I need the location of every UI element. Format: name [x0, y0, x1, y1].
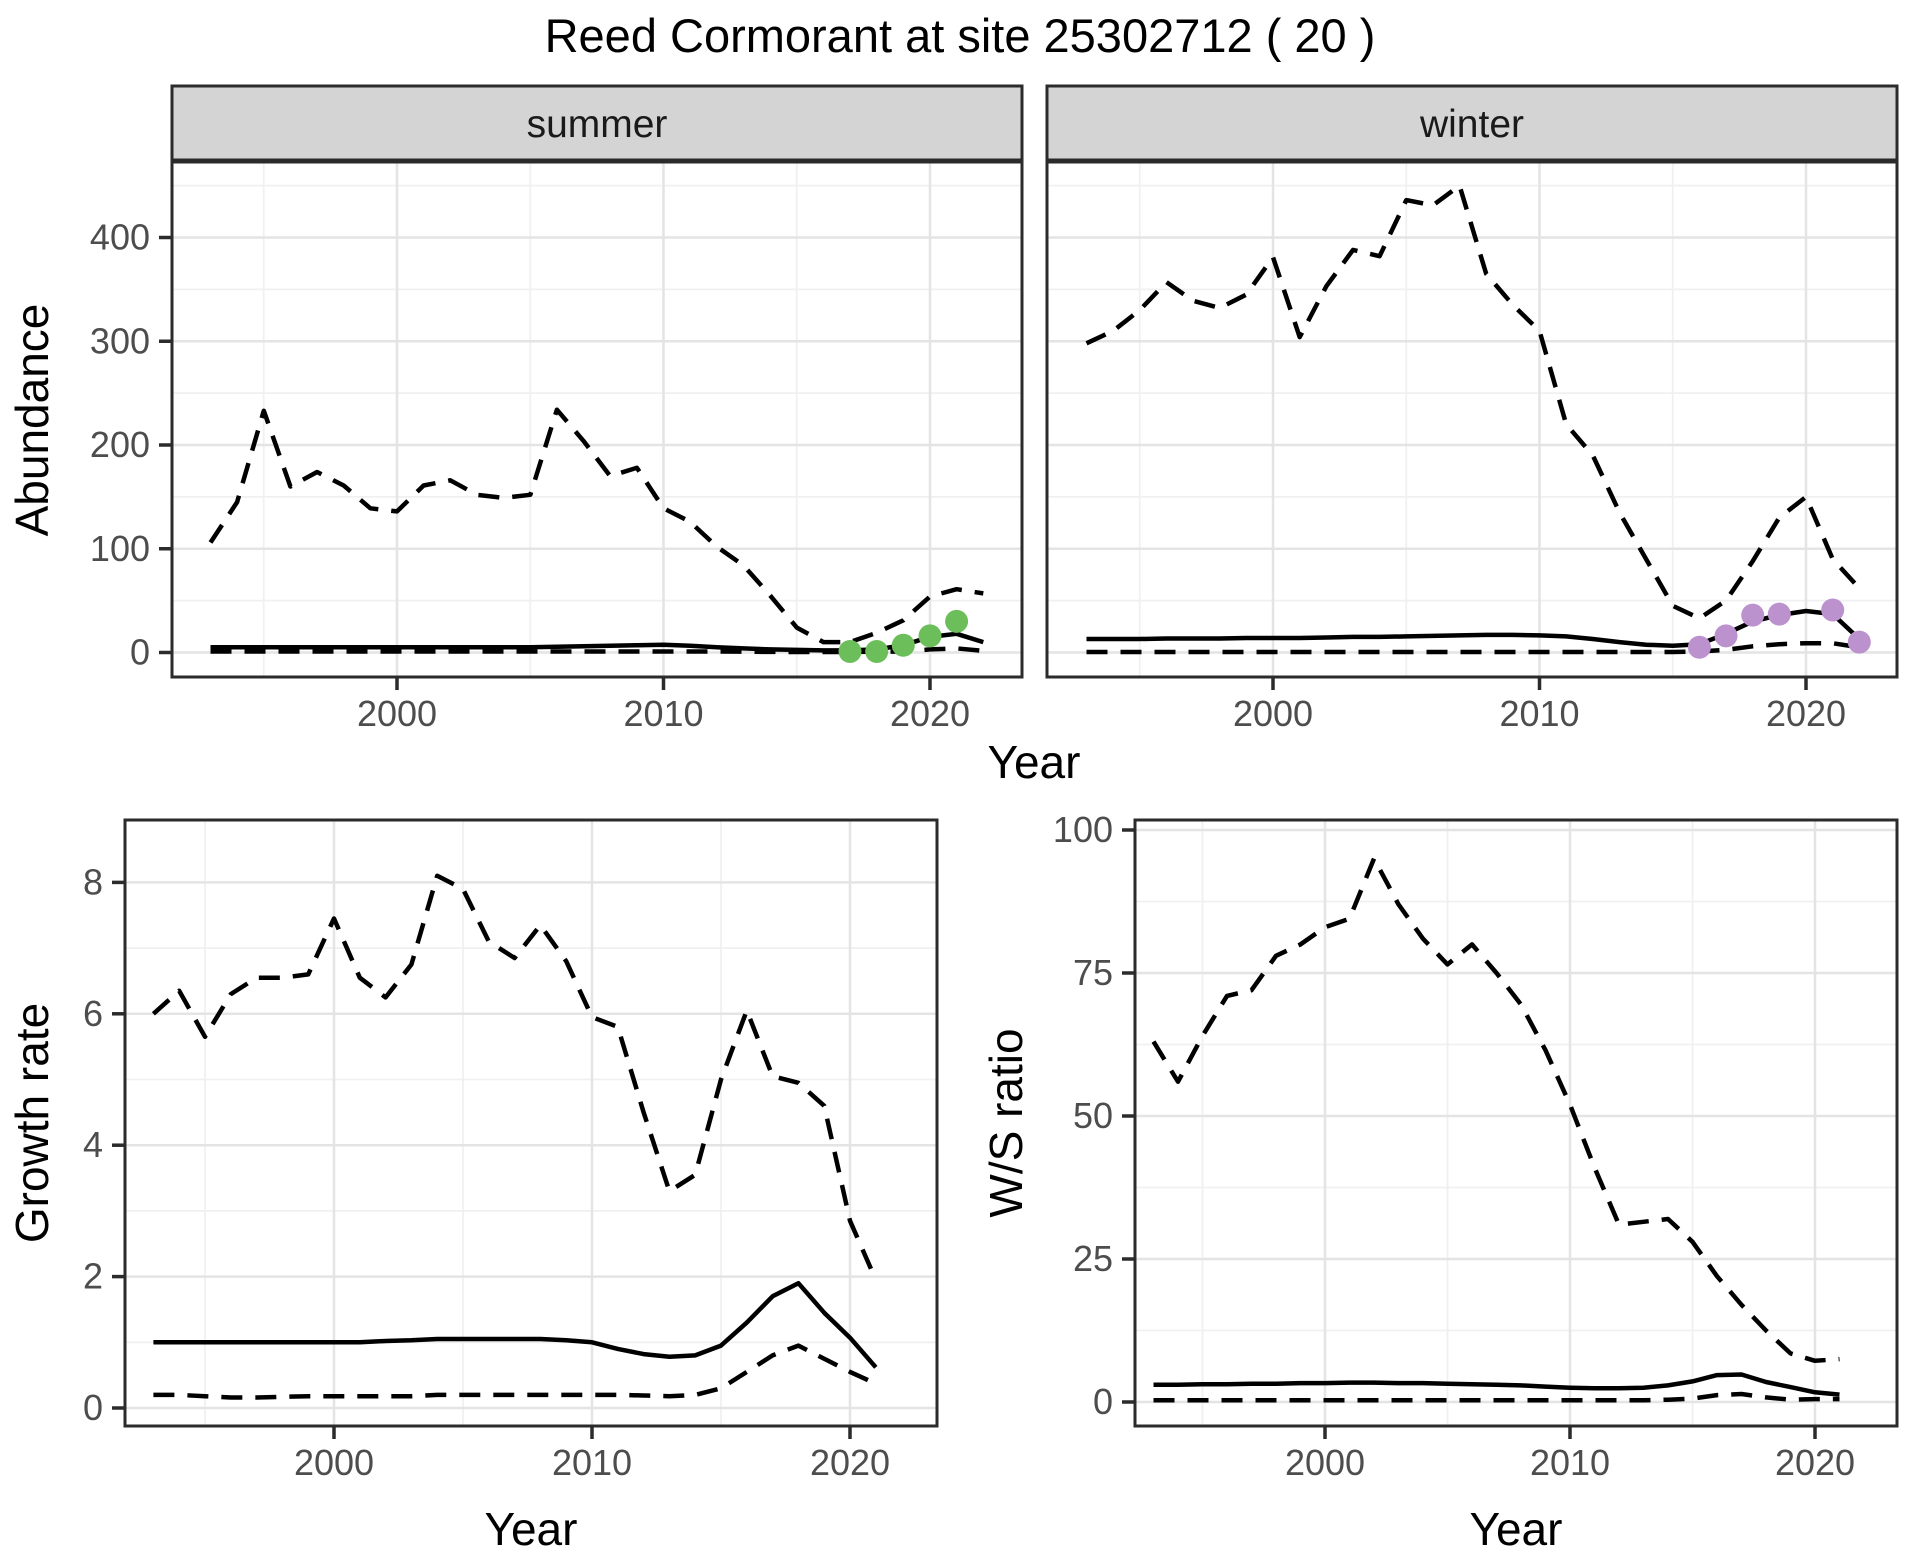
- axis-ticks: 2000 2010 2020: [1233, 677, 1846, 734]
- y-axis-tick-label: 400: [90, 217, 150, 258]
- panel-background: [1135, 820, 1897, 1426]
- panel-background: [1047, 162, 1897, 677]
- observation-point: [918, 624, 942, 648]
- panel-abundance_winter: 2000 2010 2020: [1045, 160, 1899, 734]
- facet-strip-winter: winter: [1045, 84, 1899, 162]
- observation-point: [865, 640, 889, 663]
- observation-point: [1741, 603, 1765, 627]
- panel-border: [123, 818, 939, 1428]
- y-axis-tick-label: 4: [83, 1124, 103, 1165]
- y-axis-title-abundance: Abundance: [6, 304, 58, 537]
- x-axis-tick-label: 2010: [1530, 1442, 1610, 1483]
- axis-ticks: 2000 2010 2020 0 25 50 75 100: [1053, 809, 1855, 1483]
- series-median-line: [1153, 1372, 1840, 1397]
- panel-abundance_summer: 2000 2010 2020 0 100 200 300 400: [90, 160, 1024, 735]
- axis-ticks: 2000 2010 2020 0 2 4 6 8: [83, 861, 890, 1483]
- gridlines-minor: [172, 162, 1022, 677]
- facet-strip-summer: summer: [170, 84, 1024, 162]
- series-median-line: [153, 1280, 878, 1369]
- gridlines-minor: [125, 820, 937, 1426]
- panel-border: [170, 160, 1024, 679]
- gridlines-major: [1135, 820, 1897, 1426]
- facet-strip-summer-label: summer: [527, 103, 668, 146]
- y-axis-tick-label: 0: [1093, 1381, 1113, 1422]
- facet-strip-winter-label: winter: [1419, 103, 1524, 146]
- x-axis-tick-label: 2020: [1766, 693, 1846, 734]
- x-axis-tick-label: 2020: [1775, 1442, 1855, 1483]
- series-group: [1151, 856, 1840, 1403]
- panel-growth_rate: 2000 2010 2020 0 2 4 6 8: [83, 818, 939, 1483]
- series-ci-upper-dashed-line: [1151, 856, 1840, 1364]
- y-axis-tick-label: 2: [83, 1256, 103, 1297]
- series-group: [151, 873, 878, 1400]
- observation-point: [1767, 602, 1791, 626]
- observation-points: [1687, 598, 1871, 659]
- x-axis-tick-label: 2000: [1233, 693, 1313, 734]
- x-axis-tick-label: 2010: [1499, 693, 1579, 734]
- panel-ws_ratio: 2000 2010 2020 0 25 50 75 100: [1053, 809, 1899, 1483]
- y-axis-tick-label: 100: [1053, 809, 1113, 850]
- panel-background: [172, 162, 1022, 677]
- series-ci-upper-dashed-line: [208, 407, 984, 645]
- x-axis-title-year-top: Year: [988, 736, 1081, 788]
- gridlines-minor: [1047, 162, 1897, 677]
- observation-point: [1847, 630, 1871, 654]
- observation-point: [891, 633, 915, 657]
- x-axis-tick-label: 2020: [890, 693, 970, 734]
- observation-points: [838, 609, 969, 663]
- series-ci-upper-dashed-line: [1085, 183, 1861, 621]
- facet-strip-winter-box: [1045, 84, 1899, 162]
- gridlines-minor: [1135, 820, 1897, 1426]
- observation-point: [1687, 635, 1711, 659]
- y-axis-title-growth-rate: Growth rate: [6, 1003, 58, 1243]
- observation-point: [945, 609, 969, 633]
- facet-strip-summer-box: [170, 84, 1024, 162]
- y-axis-tick-label: 200: [90, 424, 150, 465]
- x-axis-tick-label: 2000: [357, 693, 437, 734]
- y-axis-tick-label: 0: [130, 632, 150, 673]
- y-axis-tick-label: 75: [1073, 952, 1113, 993]
- figure-title: Reed Cormorant at site 25302712 ( 20 ): [545, 9, 1376, 62]
- y-axis-tick-label: 300: [90, 320, 150, 361]
- x-axis-tick-label: 2010: [552, 1442, 632, 1483]
- observation-point: [838, 640, 862, 663]
- panel-border: [1133, 818, 1899, 1428]
- gridlines-major: [125, 820, 937, 1426]
- series-ci-lower-dashed-line: [1086, 640, 1860, 655]
- series-ci-upper-dashed-line: [151, 873, 878, 1281]
- observation-point: [1821, 598, 1845, 622]
- observation-point: [1714, 624, 1738, 648]
- x-axis-title-year-ws: Year: [1470, 1503, 1563, 1555]
- x-axis-tick-label: 2020: [810, 1442, 890, 1483]
- x-axis-tick-label: 2000: [1285, 1442, 1365, 1483]
- series-ci-lower-dashed-line: [1153, 1391, 1840, 1403]
- y-axis-tick-label: 6: [83, 993, 103, 1034]
- series-ci-lower-dashed-line: [210, 646, 984, 655]
- x-axis-tick-label: 2000: [294, 1442, 374, 1483]
- y-axis-tick-label: 50: [1073, 1095, 1113, 1136]
- x-axis-tick-label: 2010: [623, 693, 703, 734]
- y-axis-title-ws-ratio: W/S ratio: [980, 1028, 1032, 1217]
- x-axis-title-year-growth: Year: [485, 1503, 578, 1555]
- y-axis-tick-label: 8: [83, 861, 103, 902]
- y-axis-tick-label: 25: [1073, 1238, 1113, 1279]
- y-axis-tick-label: 0: [83, 1387, 103, 1428]
- y-axis-tick-label: 100: [90, 528, 150, 569]
- axis-ticks: 2000 2010 2020 0 100 200 300 400: [90, 217, 970, 735]
- panel-border: [1045, 160, 1899, 679]
- panel-background: [125, 820, 937, 1426]
- series-ci-lower-dashed-line: [153, 1343, 877, 1400]
